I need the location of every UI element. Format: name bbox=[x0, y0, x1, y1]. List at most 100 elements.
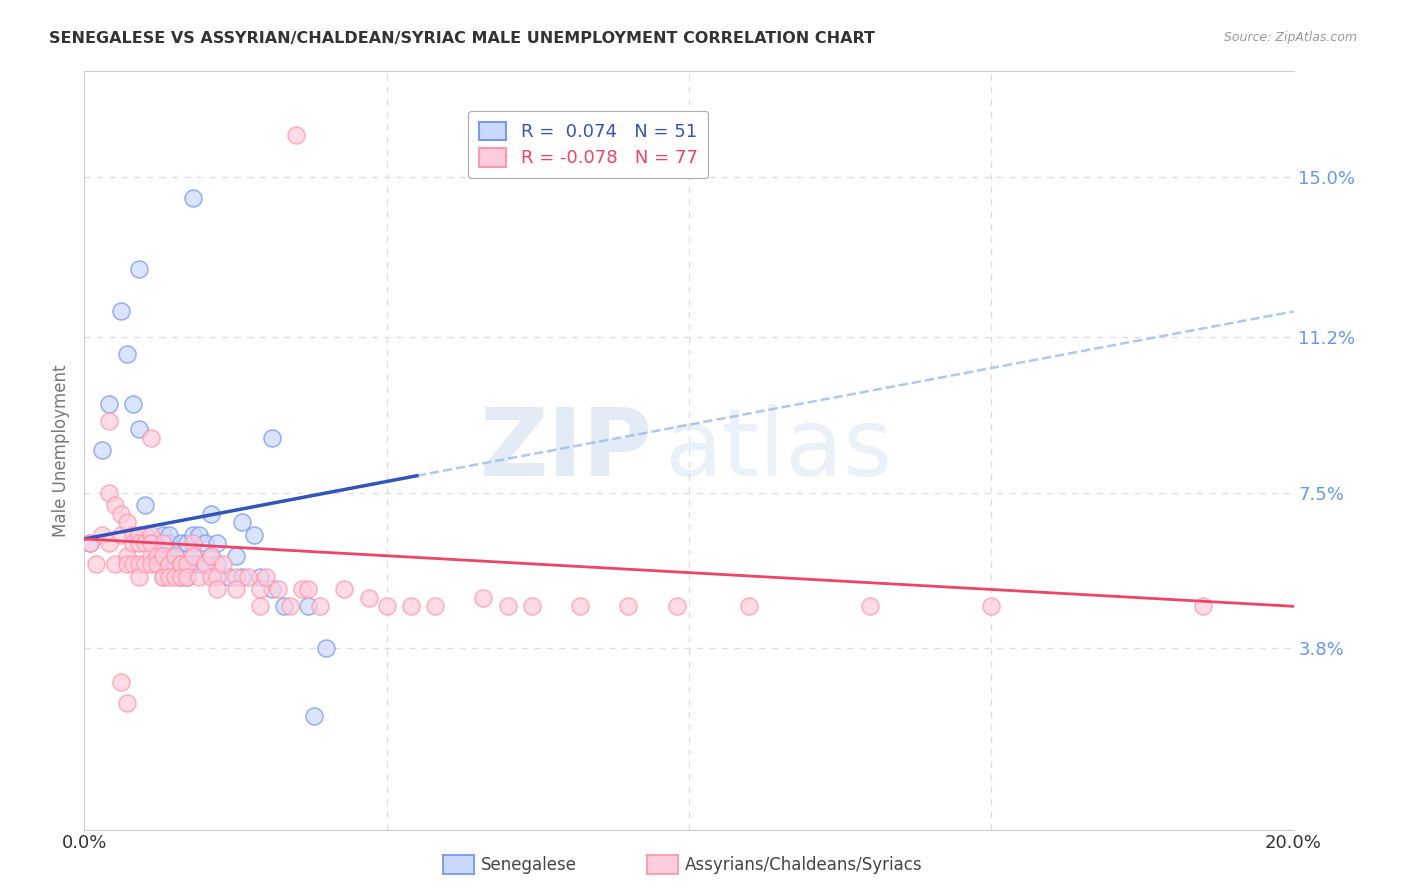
Point bbox=[165, 549, 187, 563]
Point bbox=[110, 507, 132, 521]
Point bbox=[121, 557, 143, 572]
Point bbox=[260, 431, 283, 445]
Point bbox=[139, 557, 162, 572]
Point bbox=[121, 397, 143, 411]
Point bbox=[128, 422, 150, 436]
Point bbox=[496, 599, 519, 614]
Point bbox=[97, 536, 120, 550]
Point bbox=[115, 549, 138, 563]
Point bbox=[157, 570, 180, 584]
Point bbox=[104, 498, 127, 512]
Text: Senegalese: Senegalese bbox=[481, 856, 576, 874]
Point bbox=[86, 557, 108, 572]
Point bbox=[139, 536, 162, 550]
Point bbox=[139, 527, 162, 541]
Point bbox=[165, 557, 187, 572]
Point bbox=[91, 443, 114, 458]
Text: Source: ZipAtlas.com: Source: ZipAtlas.com bbox=[1223, 31, 1357, 45]
Point bbox=[225, 582, 247, 597]
Point bbox=[170, 570, 193, 584]
Point bbox=[297, 582, 319, 597]
Point bbox=[97, 414, 120, 428]
Point bbox=[121, 527, 143, 541]
Point bbox=[212, 557, 235, 572]
Point bbox=[399, 599, 422, 614]
Point bbox=[231, 515, 253, 529]
Point bbox=[157, 549, 180, 563]
Point bbox=[260, 582, 283, 597]
Point bbox=[188, 570, 211, 584]
Point bbox=[128, 570, 150, 584]
Point bbox=[97, 397, 120, 411]
Point bbox=[157, 527, 180, 541]
Point bbox=[115, 696, 138, 710]
Point bbox=[128, 262, 150, 277]
Point bbox=[181, 536, 204, 550]
Point bbox=[520, 599, 543, 614]
Point bbox=[423, 599, 446, 614]
Point bbox=[242, 527, 264, 541]
Point bbox=[249, 599, 271, 614]
Point bbox=[200, 507, 222, 521]
Point bbox=[170, 570, 193, 584]
Point bbox=[152, 570, 174, 584]
Point bbox=[139, 549, 162, 563]
Point bbox=[254, 570, 277, 584]
Point bbox=[738, 599, 761, 614]
Point bbox=[170, 557, 193, 572]
Point bbox=[110, 527, 132, 541]
Point bbox=[121, 536, 143, 550]
Point bbox=[176, 570, 198, 584]
Point bbox=[1192, 599, 1215, 614]
Point bbox=[128, 536, 150, 550]
Point bbox=[309, 599, 332, 614]
Point bbox=[859, 599, 882, 614]
Point bbox=[665, 599, 688, 614]
Point bbox=[152, 549, 174, 563]
Point bbox=[152, 570, 174, 584]
Point bbox=[152, 527, 174, 541]
Point bbox=[980, 599, 1002, 614]
Point bbox=[146, 549, 169, 563]
Point bbox=[194, 557, 217, 572]
Point bbox=[139, 536, 162, 550]
Point bbox=[569, 599, 592, 614]
Point bbox=[146, 549, 169, 563]
Text: atlas: atlas bbox=[665, 404, 893, 497]
Point bbox=[115, 346, 138, 360]
Point bbox=[302, 708, 325, 723]
Point bbox=[357, 591, 380, 605]
Point bbox=[146, 557, 169, 572]
Point bbox=[267, 582, 290, 597]
Point bbox=[79, 536, 101, 550]
Point bbox=[207, 570, 229, 584]
Y-axis label: Male Unemployment: Male Unemployment bbox=[52, 364, 70, 537]
Point bbox=[375, 599, 398, 614]
Point bbox=[128, 557, 150, 572]
Point bbox=[291, 582, 314, 597]
Point bbox=[617, 599, 640, 614]
Point bbox=[181, 557, 204, 572]
Point bbox=[207, 536, 229, 550]
Text: ZIP: ZIP bbox=[479, 404, 652, 497]
Point bbox=[194, 536, 217, 550]
Point bbox=[181, 549, 204, 563]
Point bbox=[152, 536, 174, 550]
Point bbox=[200, 549, 222, 563]
Point bbox=[115, 557, 138, 572]
Point bbox=[115, 515, 138, 529]
Point bbox=[139, 431, 162, 445]
Text: SENEGALESE VS ASSYRIAN/CHALDEAN/SYRIAC MALE UNEMPLOYMENT CORRELATION CHART: SENEGALESE VS ASSYRIAN/CHALDEAN/SYRIAC M… bbox=[49, 31, 875, 46]
Point bbox=[200, 549, 222, 563]
Point bbox=[249, 582, 271, 597]
Point bbox=[278, 599, 301, 614]
Point bbox=[152, 557, 174, 572]
Point bbox=[218, 570, 240, 584]
Point bbox=[225, 549, 247, 563]
Point bbox=[134, 527, 156, 541]
Point bbox=[128, 527, 150, 541]
Point bbox=[176, 570, 198, 584]
Point bbox=[225, 570, 247, 584]
Point bbox=[207, 582, 229, 597]
Point bbox=[285, 128, 308, 142]
